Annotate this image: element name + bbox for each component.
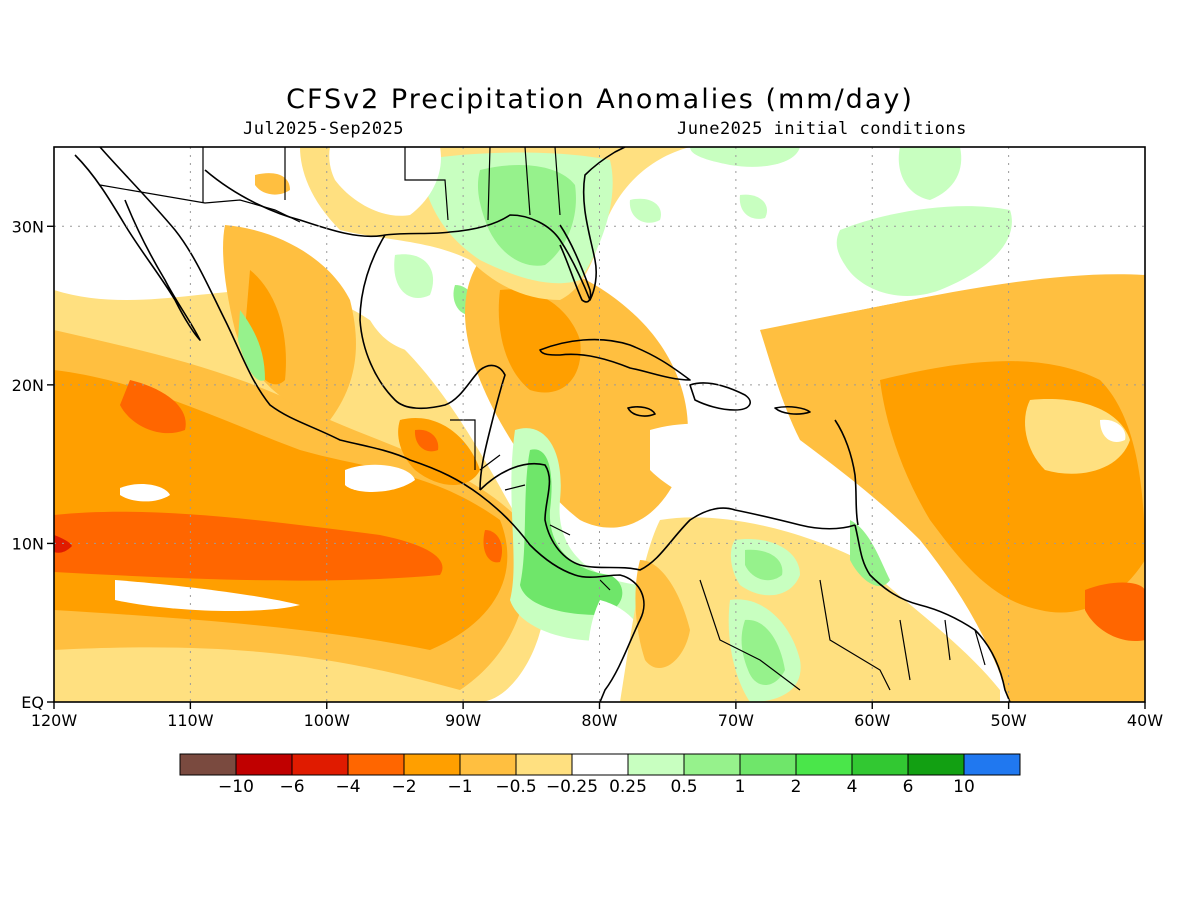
southeast-us-white-region: [329, 147, 441, 216]
colorbar-label: −6: [279, 777, 304, 797]
colorbar-swatch: [683, 753, 741, 776]
colorbar-label: −2: [391, 777, 416, 797]
x-tick-label: 60W: [854, 711, 890, 730]
x-tick-label: 80W: [581, 711, 617, 730]
guatemala-dry-strong-spot: [414, 429, 439, 452]
central-america-borders: [450, 419, 611, 591]
colorbar-label: 0.25: [609, 777, 647, 797]
colorbar-label: −4: [335, 777, 360, 797]
colorbar-label: 1: [735, 777, 746, 797]
south-america-north-coast: [854, 524, 1011, 702]
y-tick-label: 20N: [12, 376, 44, 395]
subtropical-wet-slight-5: [739, 194, 768, 219]
venezuela-wet-weak: [745, 549, 783, 581]
grid-lines: [54, 147, 1145, 702]
forecast-period: Jul2025-Sep2025: [243, 119, 405, 139]
map-title: CFSv2 Precipitation Anomalies (mm/day): [286, 84, 914, 115]
gulf-wet-patch-1: [394, 254, 434, 299]
colorbar-swatch: [739, 753, 797, 776]
pacific-dry-strong-spot: [483, 530, 503, 563]
guiana-wet-strip: [850, 520, 890, 587]
subtropical-wet-slight-2: [898, 147, 962, 200]
jamaica-outline: [627, 406, 656, 417]
pacific-dry-strong-offshore: [120, 380, 186, 434]
colorbar-swatch: [571, 753, 629, 776]
colorbar-swatch: [795, 753, 853, 776]
x-tick-label: 70W: [718, 711, 754, 730]
colorbar-swatch: [851, 753, 909, 776]
hispaniola-outline: [689, 382, 751, 411]
amazon-wet-weak: [741, 619, 785, 685]
colorbar-swatch: [459, 753, 517, 776]
y-tick-label: EQ: [21, 693, 44, 712]
colorbar-swatch: [963, 753, 1021, 776]
colorbar-label: −0.25: [546, 777, 598, 797]
x-tick-label: 100W: [304, 711, 351, 730]
colorbar-label: 2: [791, 777, 802, 797]
subtropical-wet-slight-4: [629, 198, 661, 223]
colorbar-label: −0.5: [495, 777, 536, 797]
political-borders: [99, 147, 986, 691]
baja-california-outline: [74, 154, 201, 341]
x-tick-label: 90W: [445, 711, 481, 730]
x-tick-label: 40W: [1127, 711, 1163, 730]
south-america-borders: [699, 579, 986, 691]
colorbar: −10 −6 −4 −2 −1 −0.5 −0.25 0.25 0.5 1 2 4 6 10: [179, 753, 1021, 797]
colorbar-swatch: [627, 753, 685, 776]
colorbar-swatch: [347, 753, 405, 776]
us-mexico-border: [99, 184, 301, 223]
pacific-white-patch-2: [120, 484, 170, 502]
colorbar-label: −1: [447, 777, 472, 797]
y-tick-label: 30N: [12, 217, 44, 236]
mexico-wet-strip: [238, 310, 265, 381]
colorbar-label: 0.5: [670, 777, 697, 797]
pacific-dry-moderate-region: [54, 370, 508, 650]
colorbar-swatch: [907, 753, 965, 776]
mexico-pacific-coast: [99, 147, 645, 702]
cuba-outline: [539, 338, 691, 381]
atlantic-dry-strong-spot: [1085, 582, 1145, 641]
y-tick-label: 10N: [12, 534, 44, 553]
colorbar-swatch: [515, 753, 573, 776]
central-america-caribbean-coast: [479, 463, 856, 571]
puerto-rico-outline: [774, 405, 811, 415]
coastlines: [74, 147, 1011, 702]
x-tick-label: 110W: [167, 711, 214, 730]
pacific-dry-strong-band: [54, 511, 443, 581]
central-america-wet-moderate: [520, 449, 623, 615]
initial-conditions: June2025 initial conditions: [677, 119, 967, 139]
us-state-lines: [202, 147, 561, 221]
mexico-gulf-coast: [359, 234, 506, 491]
subtropical-wet-slight-3: [690, 147, 800, 167]
lesser-antilles-arc: [834, 419, 859, 526]
colorbar-label: −10: [218, 777, 254, 797]
map-axes: 120W 110W 100W 90W 80W 70W 60W 50W 40W EQ 10N 20N 30…: [12, 217, 1164, 730]
colorbar-swatch: [291, 753, 349, 776]
gulf-of-mexico-coast: [204, 147, 626, 301]
pacific-white-patch-3: [345, 464, 415, 492]
subtropical-wet-slight-1: [836, 206, 1012, 296]
anomaly-field: [54, 147, 1145, 702]
colombia-dry-weak: [635, 560, 690, 669]
southeast-us-wet-weak: [477, 165, 576, 266]
pacific-white-patch-1: [115, 580, 300, 612]
colorbar-swatch: [235, 753, 293, 776]
atlantic-white-patch: [1100, 419, 1126, 442]
caribbean-dry-moderate-region: [498, 289, 581, 393]
colorbar-label: 6: [903, 777, 914, 797]
colorbar-label: 4: [847, 777, 858, 797]
colorbar-swatch: [179, 753, 237, 776]
south-america-dry-slight: [620, 517, 1000, 702]
florida-outline: [559, 224, 592, 303]
southeast-us-dry-weak: [255, 173, 290, 195]
colorbar-swatch: [403, 753, 461, 776]
caribbean-white-region: [650, 423, 842, 521]
x-tick-label: 50W: [991, 711, 1027, 730]
colorbar-label: 10: [953, 777, 975, 797]
x-tick-label: 120W: [31, 711, 78, 730]
atlantic-dry-slight-region: [1025, 399, 1130, 474]
